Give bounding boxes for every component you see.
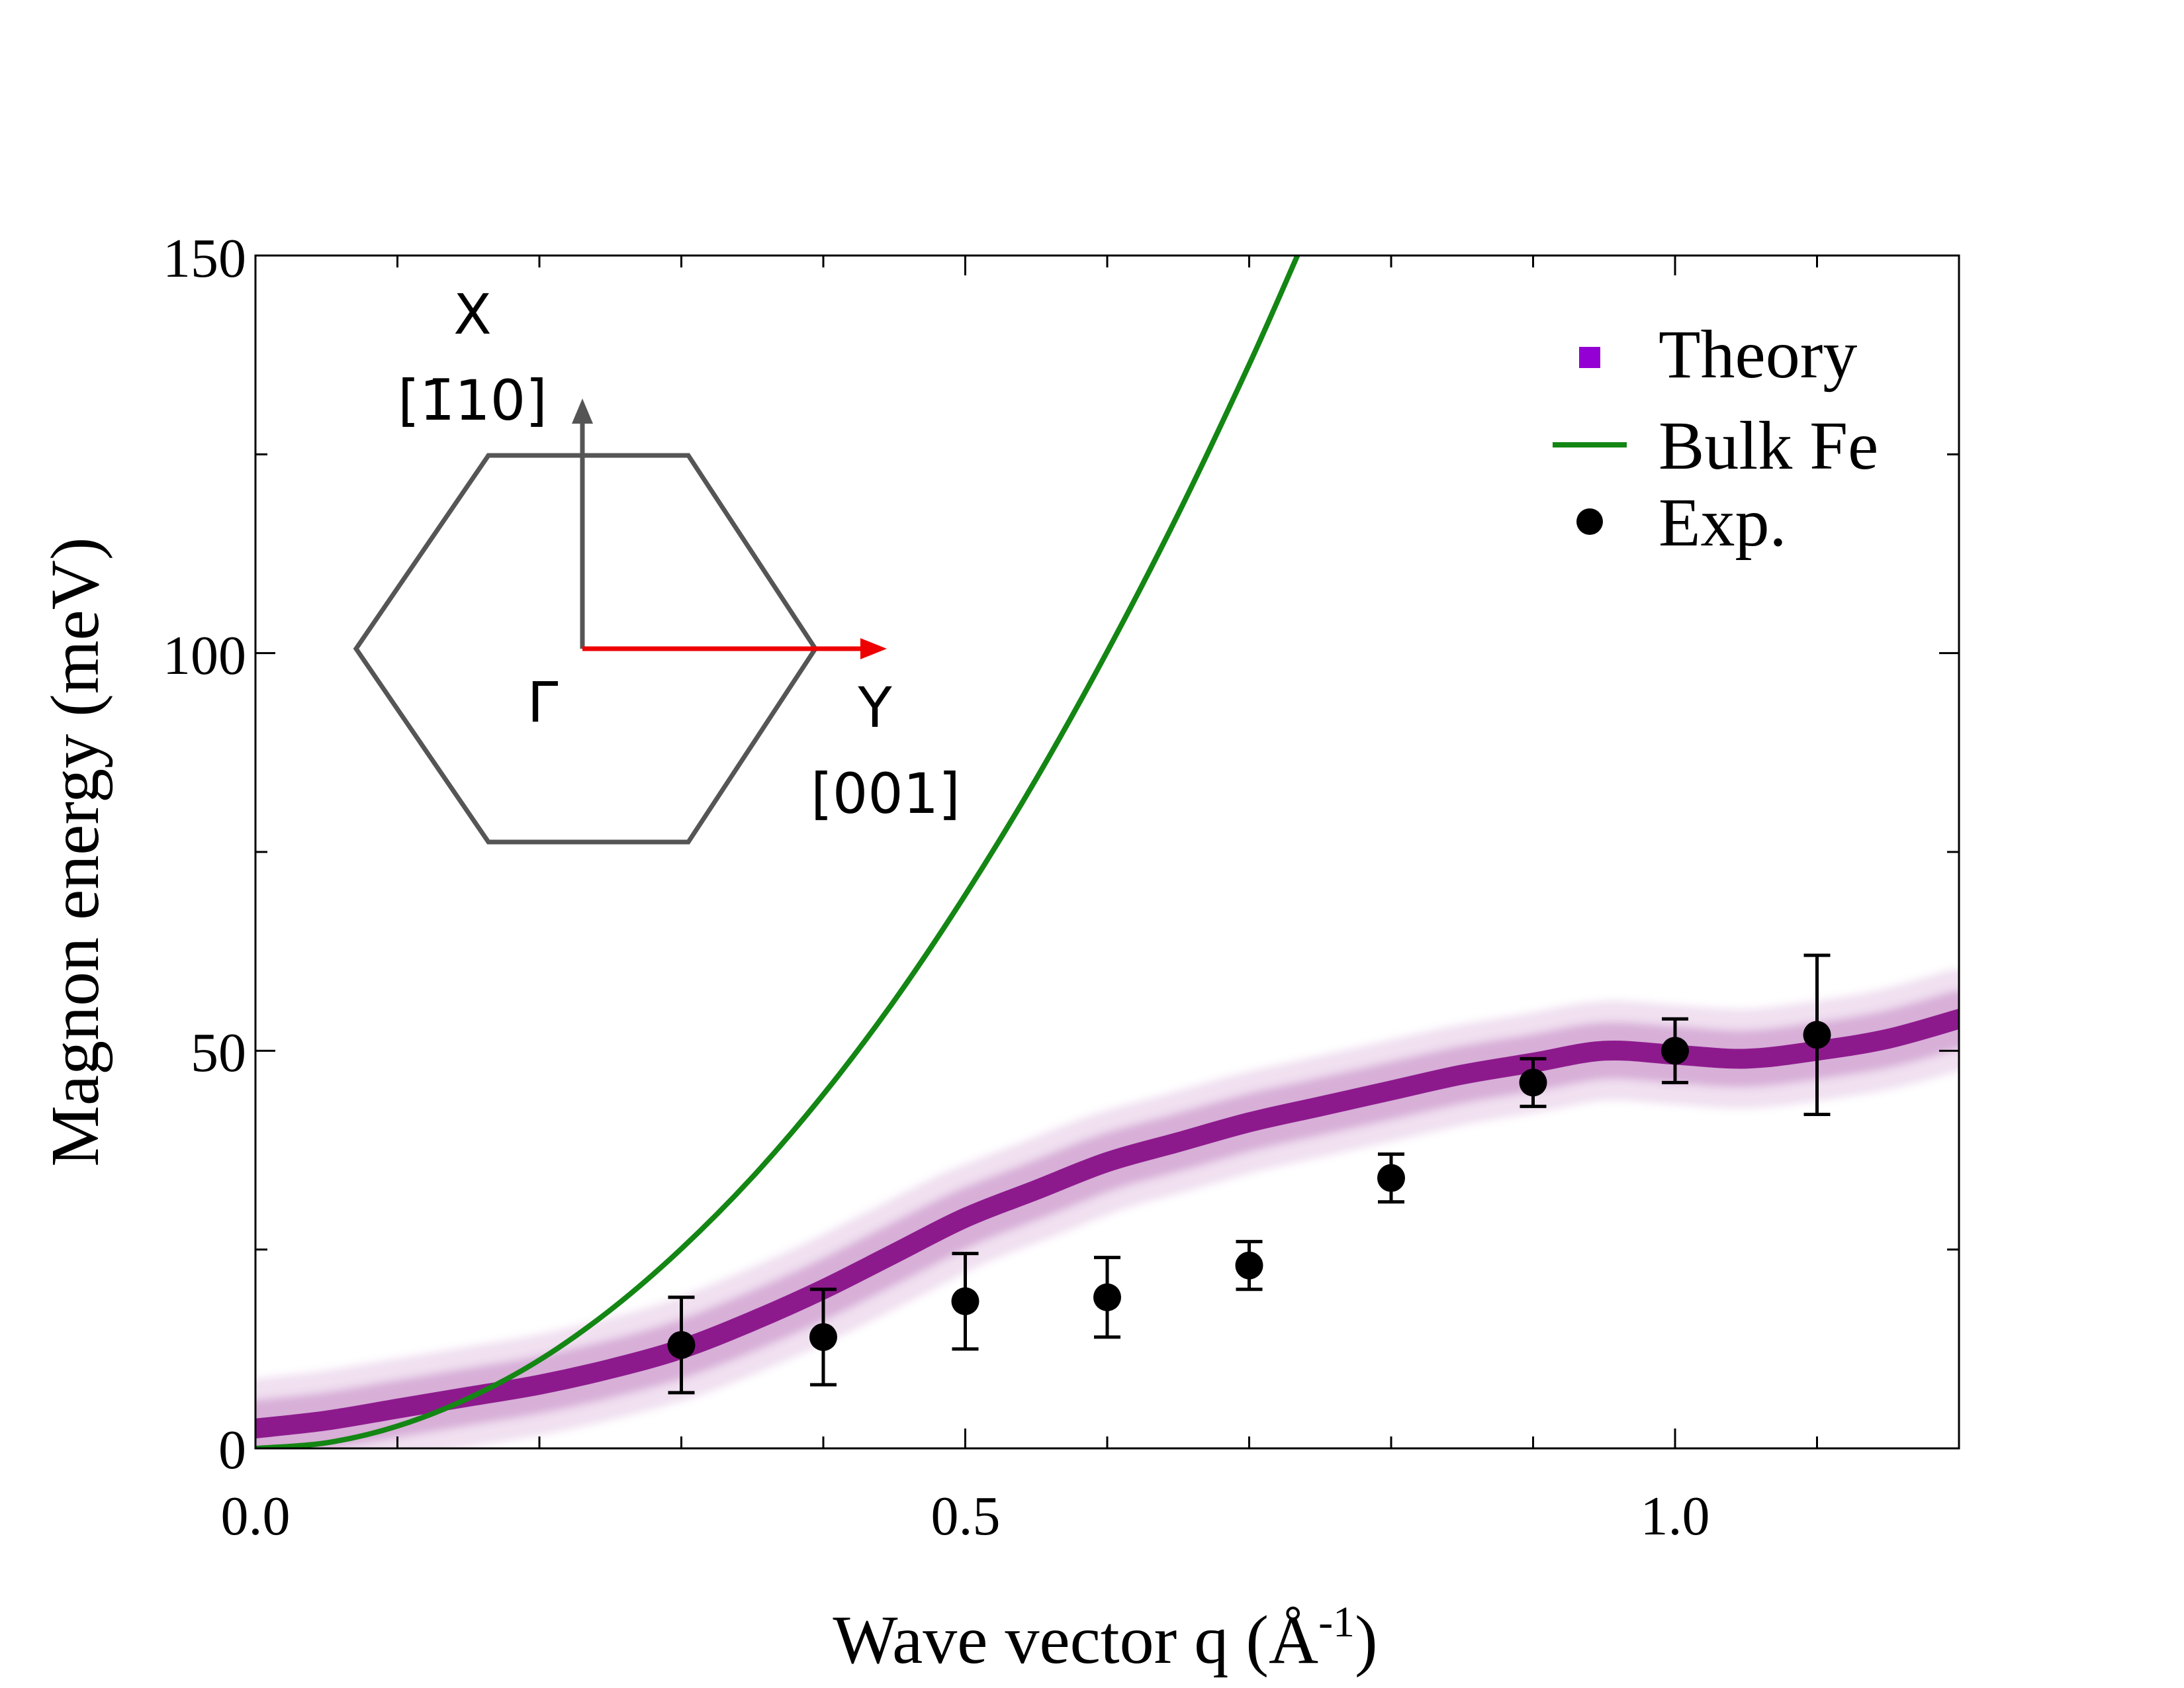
y-tick-label-50: 50 — [191, 1022, 246, 1084]
y-tick-label-0: 0 — [218, 1419, 246, 1481]
y-point-label: Y — [857, 675, 892, 740]
exp-data-point — [1661, 1037, 1689, 1065]
x-direction-label: [1̄10] — [398, 368, 547, 433]
exp-data-point — [667, 1331, 696, 1359]
exp-data-point — [1377, 1164, 1405, 1192]
legend-bulk-fe-label: Bulk Fe — [1659, 408, 1878, 484]
legend-theory-marker — [1579, 347, 1600, 368]
experimental-series — [667, 953, 1831, 1395]
legend: Theory Bulk Fe Exp. — [1553, 316, 1878, 561]
y-tick-labels: 0 50 100 150 — [163, 228, 246, 1481]
x-tick-labels: 0.0 0.5 1.0 — [221, 1485, 1710, 1547]
x-tick-label-0: 0.0 — [221, 1485, 291, 1547]
bulk-fe-curve — [255, 256, 1300, 1448]
y-arrow-head-icon — [860, 638, 887, 659]
x-point-label: X — [453, 282, 492, 347]
legend-exp-marker — [1576, 508, 1603, 535]
y-axis-label: Magnon energy (meV) — [37, 537, 113, 1166]
gamma-point-label: Γ — [527, 670, 559, 735]
exp-data-point — [1235, 1251, 1263, 1280]
brillouin-zone-inset: Γ X [1̄10] Y [001] — [353, 282, 960, 845]
x-tick-label-2: 1.0 — [1641, 1485, 1710, 1547]
exp-data-point — [1519, 1068, 1547, 1097]
exp-data-point — [1093, 1283, 1121, 1311]
hexagon-outline — [353, 453, 819, 845]
y-tick-label-150: 150 — [163, 228, 246, 289]
y-direction-label: [001] — [811, 761, 960, 826]
legend-theory-label: Theory — [1659, 316, 1857, 393]
exp-data-point — [1803, 1021, 1831, 1049]
axis-ticks — [254, 254, 1959, 1450]
x-axis-label: Wave vector q (Å-1) — [833, 1598, 1377, 1678]
exp-data-point — [951, 1287, 979, 1315]
x-arrow-head-icon — [572, 399, 593, 424]
x-tick-label-1: 0.5 — [931, 1485, 1001, 1547]
legend-exp-label: Exp. — [1659, 485, 1787, 561]
y-tick-label-100: 100 — [163, 625, 246, 686]
bulk-fe-series — [255, 256, 1300, 1448]
exp-data-point — [809, 1323, 837, 1351]
